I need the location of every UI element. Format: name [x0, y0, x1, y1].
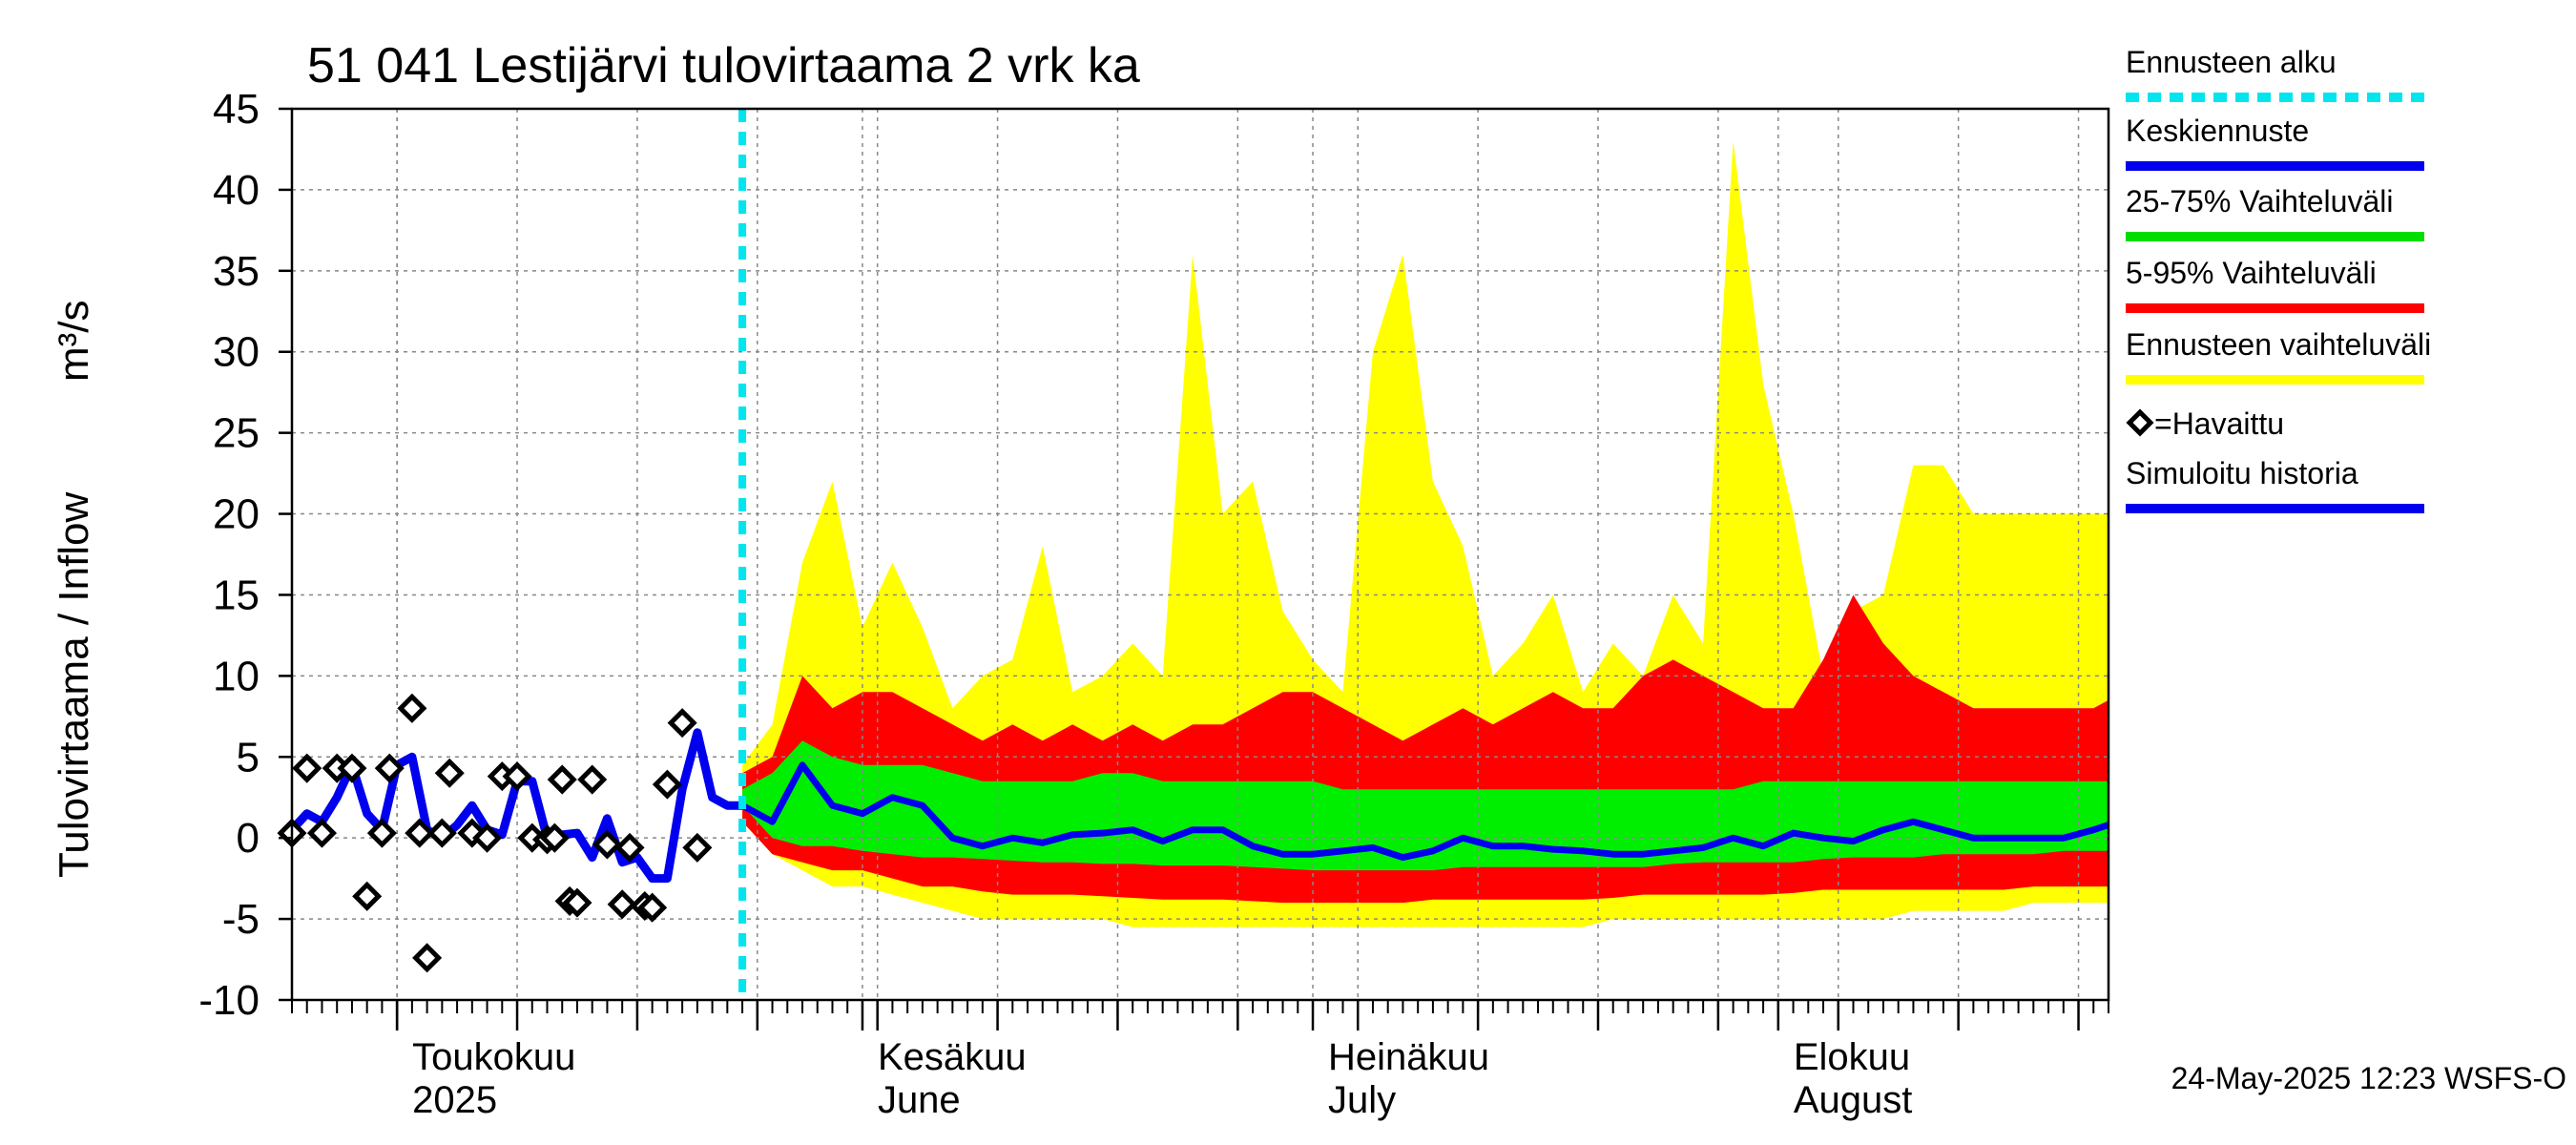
legend-label: Simuloitu historia [2126, 456, 2358, 490]
month-label-en: 2025 [412, 1079, 497, 1121]
plot-frame [290, 107, 2110, 1002]
observed-point [412, 943, 443, 973]
y-tick-label: -10 [198, 977, 260, 1024]
observed-point [352, 881, 383, 911]
observed-points [277, 693, 713, 973]
observed-point [614, 832, 645, 863]
observed-point [539, 822, 570, 853]
y-axis-unit: m³/s [51, 300, 97, 382]
y-tick-label: 30 [213, 329, 260, 376]
month-label-en: July [1328, 1079, 1396, 1121]
observed-point [306, 818, 338, 848]
legend-label: Ennusteen vaihteluväli [2126, 327, 2431, 362]
y-tick-label: 10 [213, 653, 260, 699]
observed-point [502, 761, 532, 792]
observed-point [577, 764, 608, 795]
y-tick-label: 35 [213, 248, 260, 295]
observed-point [292, 753, 322, 783]
footer-timestamp: 24-May-2025 12:23 WSFS-O [2171, 1061, 2566, 1095]
median-forecast-line [740, 761, 2110, 862]
observed-point [397, 693, 427, 723]
observed-point [607, 889, 637, 920]
plot-area [277, 107, 2110, 1002]
observed-point [337, 753, 367, 783]
observed-point [426, 818, 457, 848]
observed-point [366, 818, 397, 848]
y-tick-label: 25 [213, 410, 260, 457]
y-tick-label: 0 [237, 815, 260, 862]
y-tick-label: 20 [213, 491, 260, 538]
legend-label: Keskiennuste [2126, 114, 2309, 148]
observed-point [434, 758, 465, 788]
observed-point [667, 708, 697, 739]
legend: Ennusteen alku Keskiennuste 25-75% Vaihtel… [2126, 45, 2431, 513]
month-label: Elokuu [1794, 1036, 1910, 1078]
y-tick-label: 40 [213, 167, 260, 214]
month-label: Heinäkuu [1328, 1036, 1489, 1078]
observed-point [562, 887, 592, 918]
y-tick-label: 15 [213, 572, 260, 618]
y-tick-label: 5 [237, 734, 260, 781]
observed-point [547, 764, 577, 795]
month-label-en: August [1794, 1079, 1913, 1121]
y-axis: -10 -5 0 5 10 15 20 25 30 35 40 45 [198, 86, 292, 1024]
observed-point [592, 829, 622, 860]
legend-observed-marker [2126, 408, 2154, 437]
observed-point [405, 818, 435, 848]
observed-point [472, 822, 503, 853]
observed-point [374, 753, 405, 783]
month-label-en: June [878, 1079, 961, 1121]
legend-label: =Havaittu [2154, 406, 2284, 441]
legend-label: 5-95% Vaihteluväli [2126, 256, 2377, 290]
y-axis-label: Tulovirtaama / Inflow m³/s [51, 300, 97, 878]
observed-point [682, 832, 713, 863]
legend-label: 25-75% Vaihteluväli [2126, 184, 2393, 219]
y-tick-label: 45 [213, 86, 260, 133]
month-label: Toukokuu [412, 1036, 575, 1078]
observed-point [637, 892, 668, 923]
y-tick-label: -5 [222, 896, 260, 943]
observed-point [652, 769, 682, 800]
forecast-bands [742, 141, 2109, 927]
chart-title: 51 041 Lestijärvi tulovirtaama 2 vrk ka [307, 38, 1140, 94]
grid [292, 108, 2109, 1001]
y-axis-label-text: Tulovirtaama / Inflow [51, 491, 97, 878]
legend-label: Ennusteen alku [2126, 45, 2337, 79]
month-label: Kesäkuu [878, 1036, 1027, 1078]
